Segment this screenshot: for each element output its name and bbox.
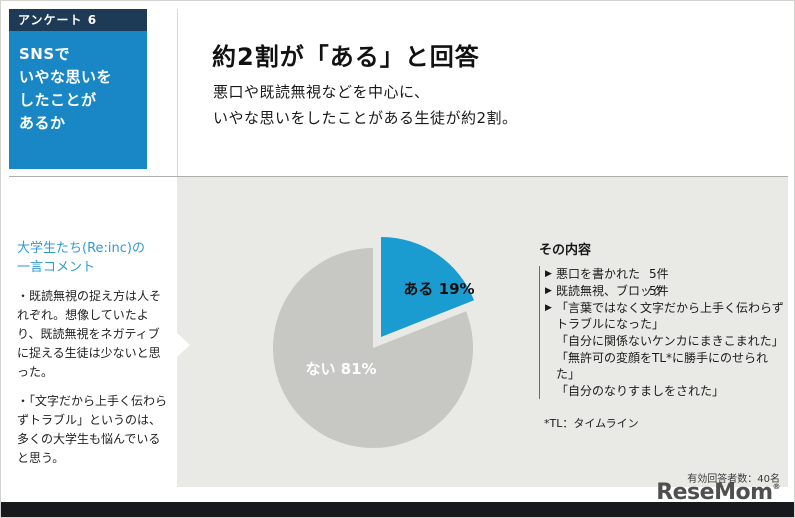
headline: 約2割が「ある」と回答 <box>212 43 480 71</box>
registered-mark-icon: ® <box>772 482 781 491</box>
resemom-logo: ReseMom® <box>656 481 780 505</box>
respondents-note: 有効回答者数：40名 <box>687 474 780 485</box>
subheadline: 悪口や既読無視などを中心に、 いやな思いをしたことがある生徒が約2割。 <box>213 79 518 131</box>
pie-label-aru: ある 19% <box>403 280 474 298</box>
question-line: したことが <box>19 91 97 109</box>
survey-number-tag: アンケート 6 <box>9 9 147 31</box>
details-heading: その内容 <box>539 243 592 258</box>
triangle-bullet-icon: ▶ <box>545 269 552 279</box>
question-box: SNSで いやな思いを したことが あるか <box>9 31 147 169</box>
list-item: 「自分に関係ないケンカにまきこまれた」 <box>556 334 784 348</box>
question-line: いやな思いを <box>19 68 113 86</box>
question-line: SNSで <box>19 45 71 63</box>
list-item: 「自分のなりすましをされた」 <box>556 384 725 398</box>
list-item: ▶ 悪口を書かれた 5件 <box>545 267 669 281</box>
comment-paragraph: ・既読無視の捉え方は人それぞれ。想像していたより、既読無視をネガティブに捉える生… <box>17 289 162 379</box>
sidebar-arrow-pointer <box>177 333 190 357</box>
pie-slice-nai <box>273 248 474 448</box>
comment-sidebar: 大学生たち(Re:inc)の 一言コメント ・既読無視の捉え方は人それぞれ。想像… <box>9 179 177 503</box>
details-panel: その内容 ▶ 悪口を書かれた 5件 ▶ 既読無視、ブロック 5件 ▶ 「言葉では… <box>539 239 789 431</box>
pie-slice-aru <box>381 237 474 337</box>
pie-label-nai: ない 81% <box>305 360 376 378</box>
triangle-bullet-icon: ▶ <box>545 303 552 313</box>
list-item: ▶ 既読無視、ブロック 5件 <box>545 284 669 298</box>
logo-text: ReseMom <box>656 480 773 505</box>
triangle-bullet-icon: ▶ <box>545 286 552 296</box>
comment-heading-line: 一言コメント <box>17 260 96 275</box>
bottom-bar <box>1 502 794 517</box>
chart-panel: ない 81% ある 19% その内容 ▶ 悪口を書かれた 5件 ▶ 既読無視、ブ… <box>177 177 788 487</box>
comment-paragraph: ・「文字だから上手く伝わらずトラブル」というのは、多くの大学生も悩んでいると思う… <box>17 394 168 465</box>
comment-heading-line: 大学生たち(Re:inc)の <box>17 241 145 256</box>
pie-chart: ない 81% ある 19% <box>273 237 475 448</box>
comment-heading: 大学生たち(Re:inc)の 一言コメント <box>17 239 169 277</box>
list-item: ▶ 「言葉ではなく文字だから上手く伝わらずトラブルになった」 <box>545 301 784 331</box>
horizontal-divider <box>9 176 788 177</box>
subheadline-line: 悪口や既読無視などを中心に、 <box>213 83 430 101</box>
subheadline-line: いやな思いをしたことがある生徒が約2割。 <box>213 109 518 127</box>
list-item: 「無許可の変顔をTL*に勝手にのせられた」 <box>556 351 769 381</box>
item-count: 5件 <box>649 284 669 298</box>
details-list: ▶ 悪口を書かれた 5件 ▶ 既読無視、ブロック 5件 ▶ 「言葉ではなく文字だ… <box>539 266 785 399</box>
question-line: あるか <box>19 114 66 132</box>
item-count: 5件 <box>649 267 669 281</box>
vertical-divider <box>177 9 178 176</box>
footnote: *TL：タイムライン <box>544 417 639 430</box>
